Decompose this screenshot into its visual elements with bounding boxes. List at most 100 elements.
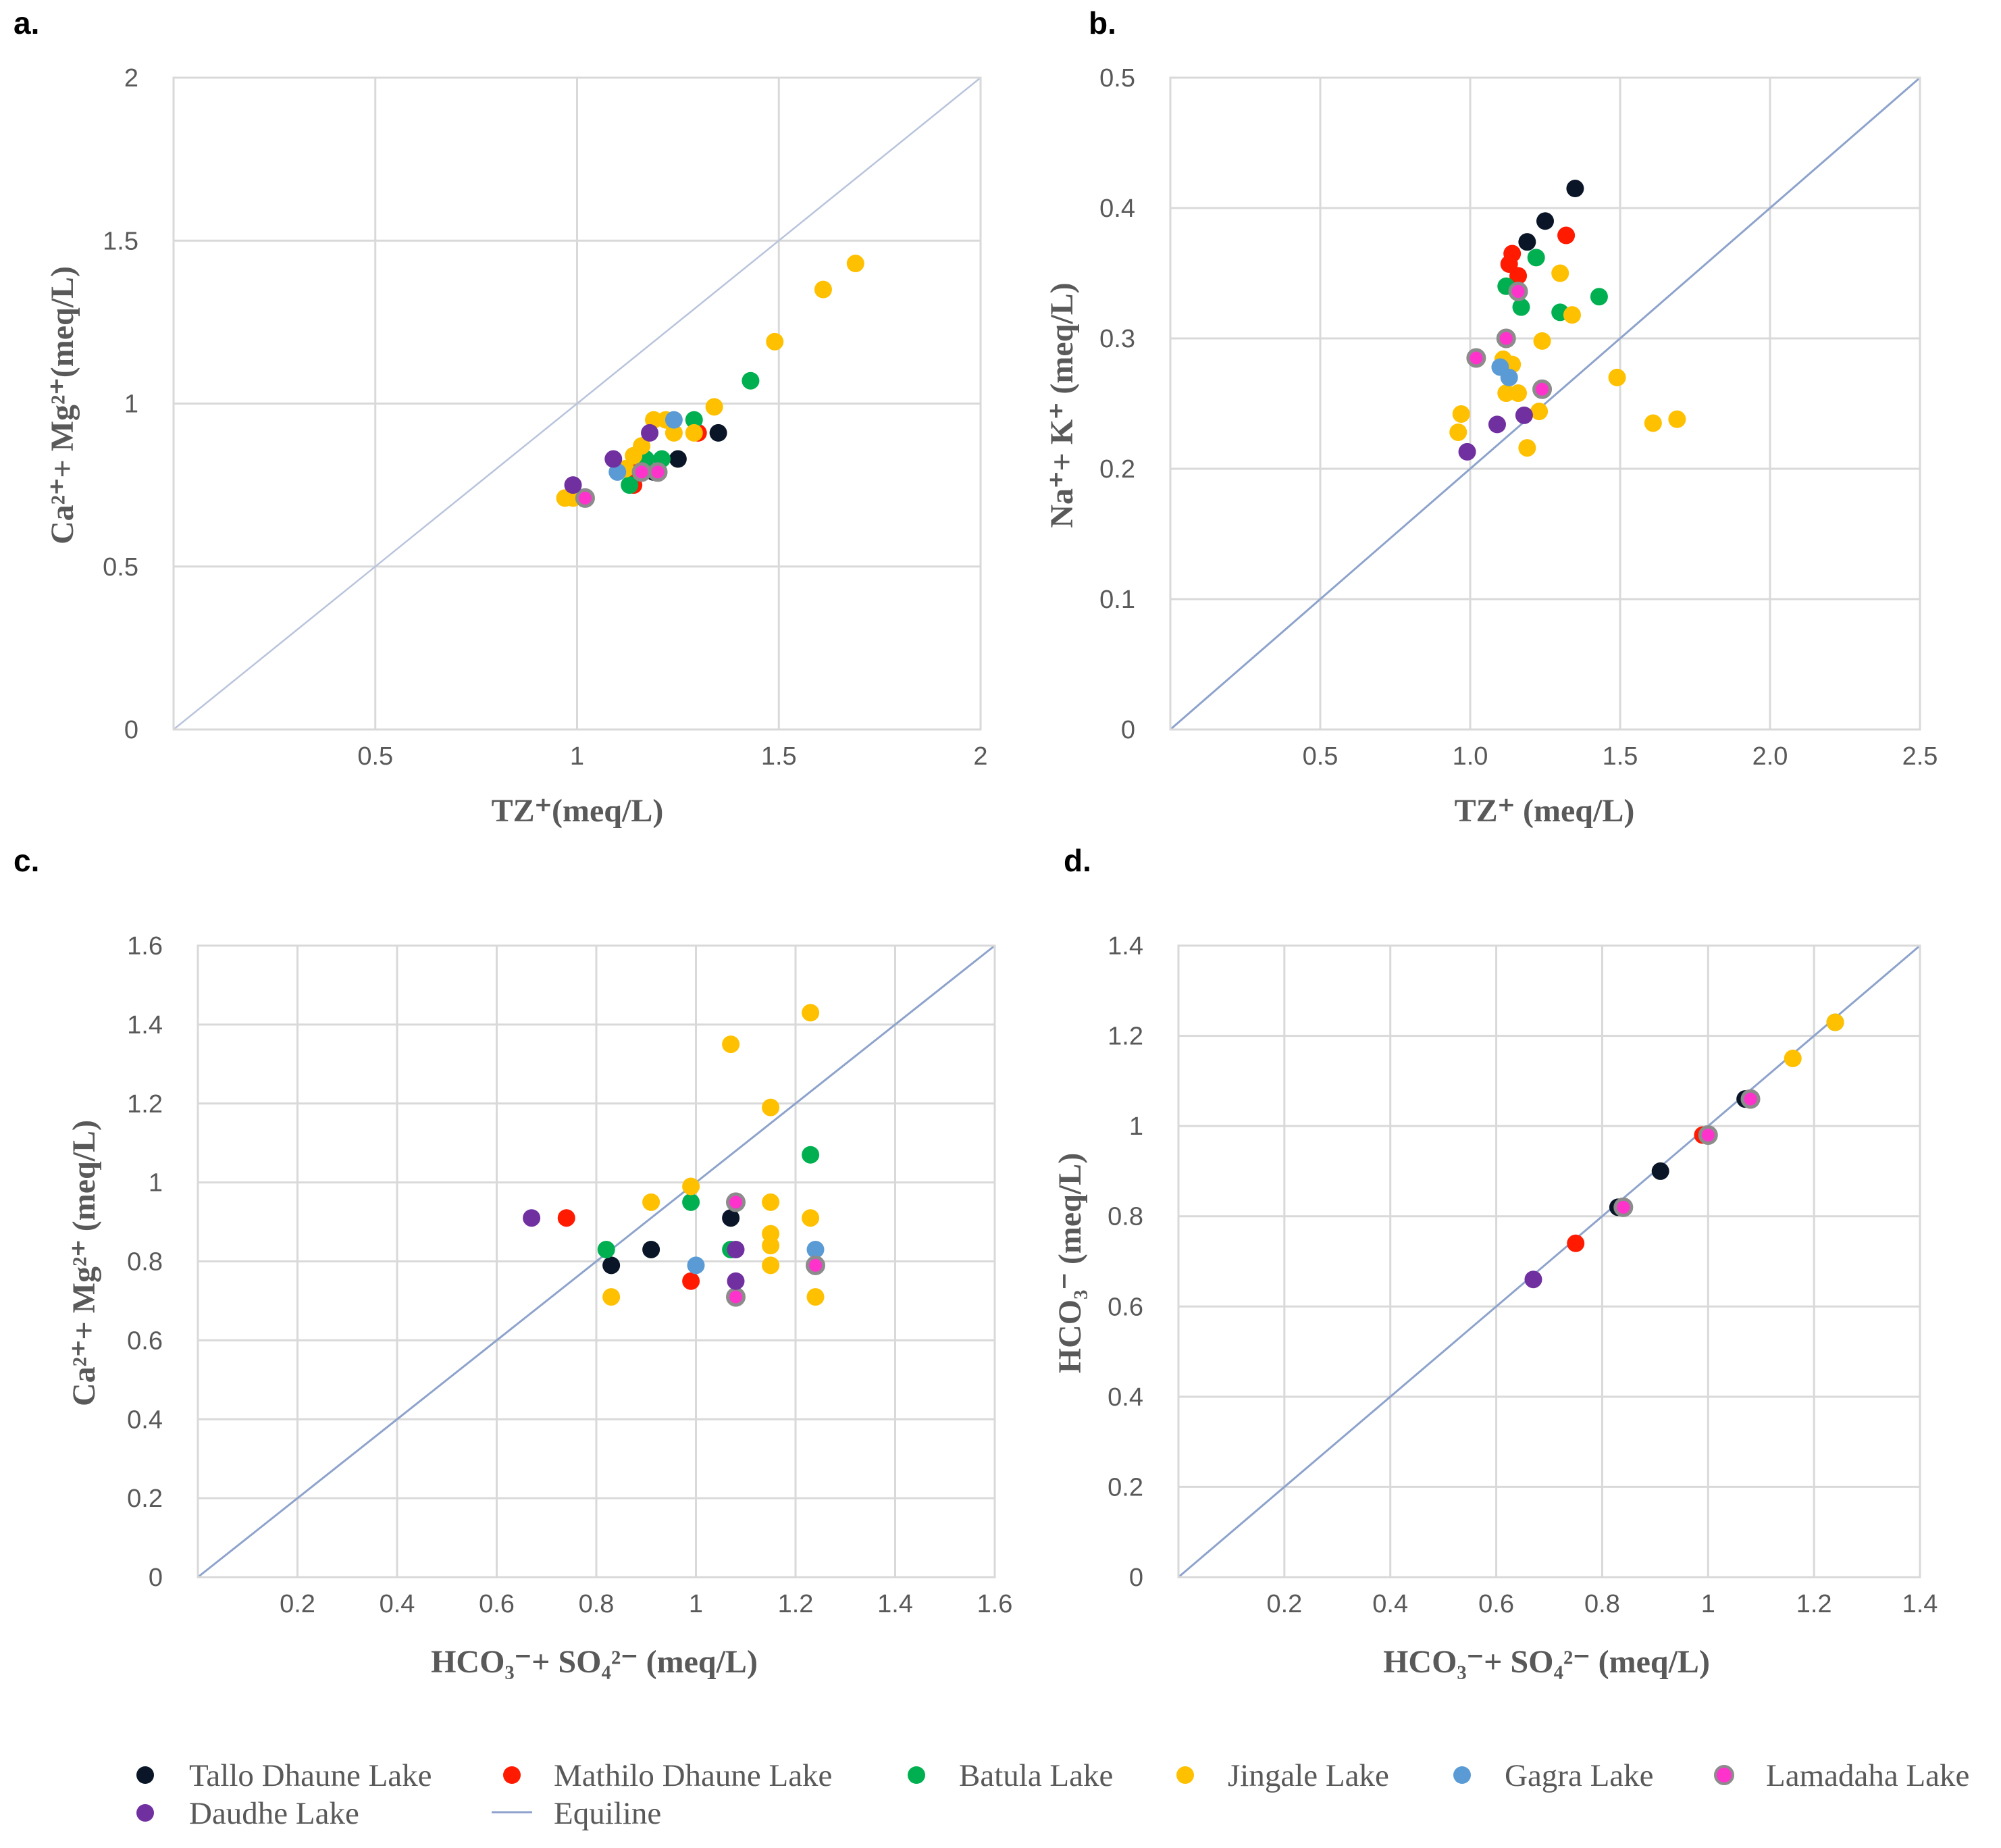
y-tick-label: 0.2 (127, 1485, 163, 1513)
point-jingale-lake (602, 1288, 621, 1306)
point-jingale-lake (802, 1004, 820, 1022)
x-axis-title-a: TZ⁺(meq/L) (492, 793, 664, 829)
point-batula-lake (1527, 249, 1545, 267)
point-tallo-dhaune-lake (722, 1209, 740, 1227)
legend-swatch-batula (908, 1766, 925, 1784)
point-mathilo-dhaune-lake (1557, 226, 1576, 245)
point-tallo-dhaune-lake (709, 424, 727, 442)
x-tick-label: 1.5 (761, 742, 797, 771)
point-jingale-lake (685, 424, 703, 442)
y-tick-label: 0 (149, 1564, 163, 1592)
plot-area-d (1177, 944, 1921, 1578)
equiline-b (1170, 76, 1921, 731)
y-tick-label: 0.5 (103, 553, 138, 582)
legend-swatch-mathilo-dhaune (503, 1766, 521, 1784)
y-ticks-a: 0 0.5 1 1.5 2 (103, 64, 138, 744)
y-ticks-b: 0 0.1 0.2 0.3 0.4 0.5 (1099, 64, 1135, 744)
x-tick-label: 1.5 (1603, 742, 1638, 771)
y-tick-label: 1.6 (127, 932, 163, 960)
point-gagra-lake (1500, 368, 1518, 386)
chart-panel-d: d. 0.2 0.4 0.6 0.8 1 1.2 1.4 0 0.2 0.4 0.6 0.8 1 1.2… (1052, 843, 1938, 1680)
y-tick-label: 0.2 (1099, 455, 1135, 484)
panel-letter-c: c. (14, 843, 39, 878)
legend-item-batula: Batula Lake (908, 1758, 1113, 1793)
y-tick-label: 0.2 (1108, 1473, 1143, 1502)
x-ticks-a: 0.5 1 1.5 2 (357, 742, 987, 771)
x-tick-label: 0.6 (1478, 1590, 1514, 1618)
point-jingale-lake (1497, 384, 1515, 403)
y-axis-title-c: Ca²⁺+ Mg²⁺ (meq/L) (66, 1120, 102, 1406)
point-daudhe-lake (641, 424, 659, 442)
y-tick-label: 1.2 (127, 1090, 163, 1119)
point-jingale-lake (762, 1193, 780, 1211)
panel-letter-a: a. (14, 5, 39, 41)
x-tick-label: 0.4 (1372, 1590, 1408, 1618)
point-jingale-lake (633, 437, 651, 455)
point-batula-lake (682, 1193, 700, 1211)
point-batula-lake (1590, 288, 1608, 306)
legend-item-daudhe: Daudhe Lake (136, 1796, 359, 1831)
legend-item-gagra: Gagra Lake (1453, 1758, 1654, 1793)
legend-label-lamadaha: Lamadaha Lake (1766, 1758, 1969, 1793)
point-daudhe-lake (604, 450, 623, 468)
legend-label-batula: Batula Lake (959, 1758, 1113, 1793)
y-tick-label: 0.4 (1099, 195, 1135, 223)
legend-item-lamadaha: Lamadaha Lake (1714, 1758, 1969, 1793)
y-tick-label: 0.6 (127, 1327, 163, 1355)
point-jingale-lake (1509, 384, 1528, 403)
point-jingale-lake (722, 1035, 740, 1054)
point-daudhe-lake (1524, 1270, 1542, 1289)
point-jingale-lake (705, 398, 723, 416)
point-daudhe-lake (727, 1272, 745, 1290)
panel-letter-b: b. (1089, 5, 1116, 41)
point-jingale-lake (1518, 439, 1536, 457)
plot-area-a (172, 76, 982, 731)
y-tick-label: 0.8 (127, 1248, 163, 1277)
legend-swatch-jingale (1176, 1766, 1194, 1784)
point-jingale-lake (1608, 368, 1626, 386)
point-batula-lake (597, 1240, 615, 1258)
y-ticks-c: 0 0.2 0.4 0.6 0.8 1 1.2 1.4 1.6 (127, 932, 163, 1592)
point-jingale-lake (846, 255, 864, 273)
x-tick-label: 0.2 (1266, 1590, 1302, 1618)
x-tick-label: 2.0 (1752, 742, 1788, 771)
point-tallo-dhaune-lake (642, 1240, 660, 1258)
chart-panel-a: a. 0.5 1 1.5 2 0 0.5 1 1.5 2 TZ⁺(meq/L) Ca²⁺+ M… (14, 5, 988, 829)
point-jingale-lake (1551, 264, 1569, 282)
x-axis-title-c: HCO₃⁻+ SO₄²⁻ (meq/L) (431, 1644, 758, 1680)
point-batula-lake (1512, 298, 1530, 316)
point-mathilo-dhaune-lake (1567, 1234, 1585, 1252)
legend-swatch-gagra (1453, 1766, 1471, 1784)
point-jingale-lake (802, 1209, 820, 1227)
point-gagra-lake (687, 1256, 705, 1275)
x-tick-label: 1 (570, 742, 584, 771)
point-jingale-lake (642, 1193, 660, 1211)
x-axis-title-b: TZ⁺ (meq/L) (1455, 793, 1635, 829)
point-tallo-dhaune-lake (1566, 180, 1584, 198)
points-d (1524, 1013, 1844, 1289)
y-tick-label: 0.5 (1099, 64, 1135, 93)
point-jingale-lake (1452, 405, 1470, 423)
point-jingale-lake (766, 332, 784, 351)
point-jingale-lake (1826, 1013, 1844, 1031)
x-tick-label: 0.4 (380, 1590, 415, 1618)
y-tick-label: 0.1 (1099, 586, 1135, 614)
point-tallo-dhaune-lake (1518, 233, 1536, 251)
legend-item-equiline: Equiline (492, 1796, 661, 1831)
point-jingale-lake (682, 1177, 700, 1196)
legend-item-mathilo-dhaune: Mathilo Dhaune Lake (503, 1758, 832, 1793)
points-c (523, 1004, 825, 1307)
point-lamadaha-lake (1466, 348, 1486, 368)
points-b (1449, 180, 1686, 461)
point-lamadaha-lake (726, 1287, 746, 1307)
point-batula-lake (802, 1146, 820, 1164)
panel-letter-d: d. (1064, 843, 1091, 878)
y-tick-label: 0 (124, 716, 138, 744)
x-tick-label: 0.8 (1584, 1590, 1620, 1618)
x-tick-label: 1.4 (1902, 1590, 1938, 1618)
y-tick-label: 0 (1121, 716, 1135, 744)
point-jingale-lake (1449, 423, 1467, 441)
point-daudhe-lake (564, 476, 582, 494)
plot-area-b (1169, 76, 1921, 731)
